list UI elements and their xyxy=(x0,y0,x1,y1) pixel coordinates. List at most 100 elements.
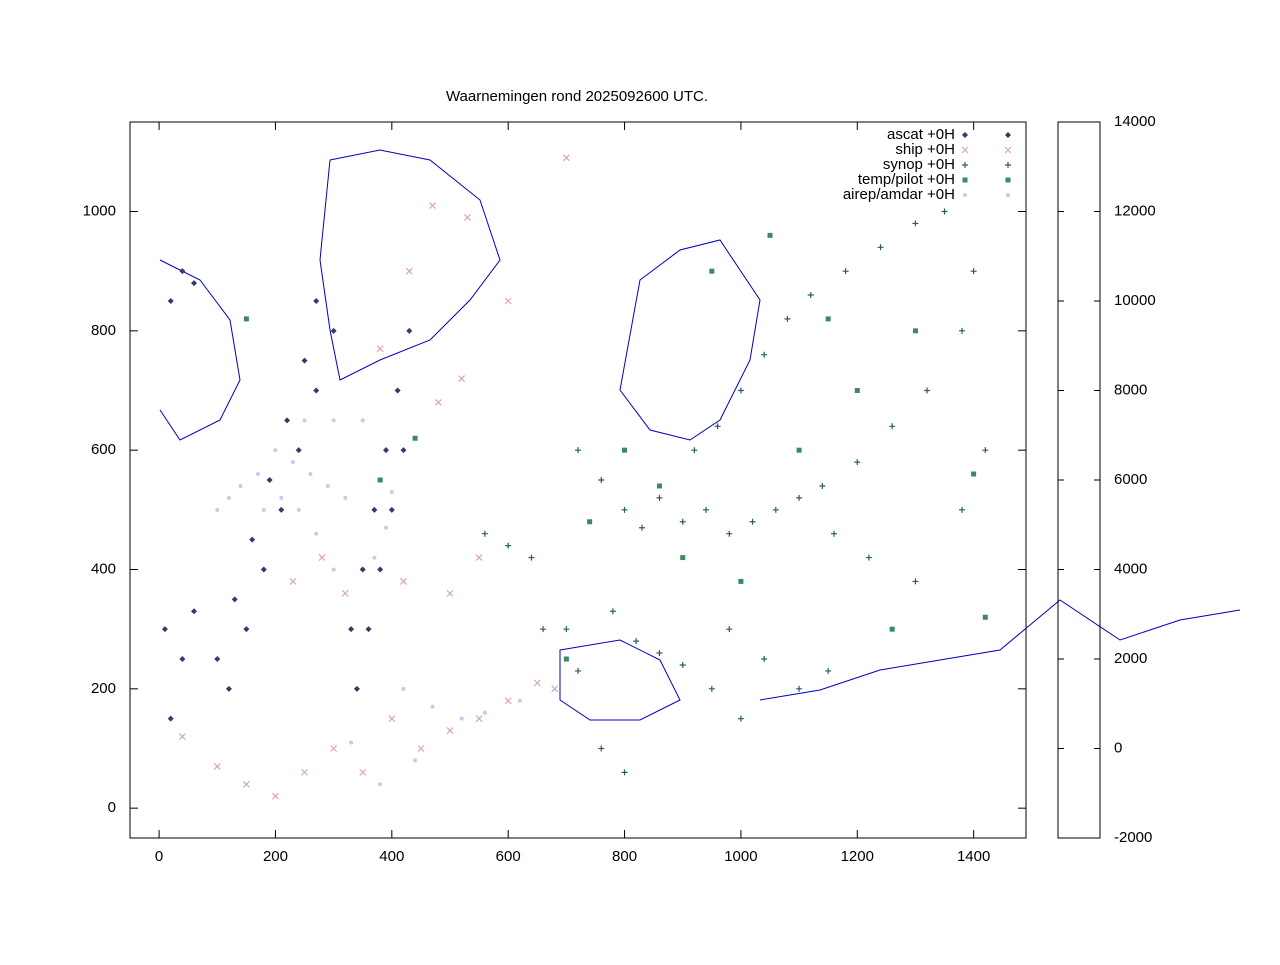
data-point xyxy=(761,351,768,358)
data-point xyxy=(330,327,337,334)
coastlines xyxy=(159,149,1241,721)
data-point xyxy=(912,220,919,227)
data-point xyxy=(430,704,435,709)
colorbar-label: 12000 xyxy=(1114,202,1156,219)
data-point xyxy=(242,780,250,788)
data-point xyxy=(434,399,442,406)
coastline xyxy=(159,259,241,441)
data-point xyxy=(388,715,396,723)
data-point xyxy=(621,769,628,776)
data-point xyxy=(313,387,320,394)
data-point xyxy=(639,524,645,531)
data-point xyxy=(406,327,413,334)
data-point xyxy=(587,519,593,525)
y-tick-label: 600 xyxy=(91,441,116,458)
data-point xyxy=(349,740,354,745)
data-point xyxy=(459,716,464,721)
data-point xyxy=(372,555,377,560)
chart-title: Waarnemingen rond 2025092600 UTC. xyxy=(446,88,708,105)
data-point xyxy=(289,578,297,585)
x-tick-label: 600 xyxy=(496,848,521,865)
data-point xyxy=(912,328,918,334)
colorbar-label: -2000 xyxy=(1114,829,1152,846)
data-point xyxy=(413,758,418,763)
colorbar-label: 2000 xyxy=(1114,650,1147,667)
data-point xyxy=(877,244,884,251)
data-point xyxy=(796,494,803,501)
data-point xyxy=(313,298,320,304)
data-point xyxy=(191,608,197,615)
data-point xyxy=(243,626,250,633)
data-point xyxy=(726,530,733,537)
data-point xyxy=(353,685,360,692)
colorbar-label: 6000 xyxy=(1114,471,1147,488)
legend-marker xyxy=(1005,162,1011,168)
data-point xyxy=(540,626,547,633)
data-point xyxy=(562,154,570,162)
data-point xyxy=(656,483,662,489)
data-point xyxy=(360,418,365,423)
data-point xyxy=(301,768,308,776)
data-point xyxy=(475,554,483,561)
x-tick-label: 0 xyxy=(155,848,163,865)
data-point xyxy=(279,495,284,500)
data-point xyxy=(295,447,302,454)
data-point xyxy=(738,578,744,584)
data-point xyxy=(214,656,221,662)
data-point xyxy=(225,685,232,692)
data-point xyxy=(213,762,221,770)
data-point xyxy=(401,686,406,691)
data-point xyxy=(941,208,948,215)
coastline xyxy=(319,149,501,381)
colorbar-label: 0 xyxy=(1114,739,1122,756)
data-point xyxy=(331,418,336,423)
data-point xyxy=(378,782,383,787)
data-point xyxy=(359,768,367,776)
data-point xyxy=(376,345,384,353)
legend-marker xyxy=(962,177,968,183)
data-point xyxy=(517,698,522,703)
data-point xyxy=(266,477,273,483)
data-point xyxy=(179,656,186,662)
data-point xyxy=(656,494,663,501)
data-point xyxy=(575,447,581,454)
data-point xyxy=(301,357,308,364)
legend-label: synop +0H xyxy=(883,156,955,173)
data-point xyxy=(772,506,779,513)
data-point xyxy=(854,459,861,466)
data-point xyxy=(394,387,401,394)
legend-marker xyxy=(1006,193,1010,197)
data-point xyxy=(178,733,186,740)
y-tick-label: 1000 xyxy=(83,202,116,219)
data-point xyxy=(249,536,256,543)
legend-label: airep/amdar +0H xyxy=(843,186,955,203)
data-point xyxy=(167,715,174,722)
data-point xyxy=(714,423,721,430)
coastline xyxy=(759,599,1241,701)
data-point xyxy=(273,448,278,453)
data-point xyxy=(167,298,174,304)
data-point xyxy=(528,554,535,561)
x-tick-label: 1200 xyxy=(841,848,874,865)
x-tick-label: 1000 xyxy=(724,848,757,865)
data-point xyxy=(383,447,389,454)
data-point xyxy=(842,268,849,275)
data-point xyxy=(446,727,454,735)
data-point xyxy=(243,316,249,322)
data-point xyxy=(825,667,832,674)
legend-marker xyxy=(1005,177,1011,183)
data-point xyxy=(256,472,260,477)
data-point xyxy=(982,614,988,620)
x-tick-label: 200 xyxy=(263,848,288,865)
y-tick-label: 200 xyxy=(91,680,116,697)
coastline xyxy=(559,639,681,721)
data-point xyxy=(737,715,744,722)
data-point xyxy=(302,418,307,423)
y-tick-label: 400 xyxy=(91,560,116,577)
data-point xyxy=(563,656,569,662)
data-point xyxy=(796,685,803,692)
legend-marker xyxy=(1005,132,1011,138)
data-point xyxy=(377,477,383,483)
data-point xyxy=(761,656,768,662)
data-point xyxy=(290,460,295,465)
